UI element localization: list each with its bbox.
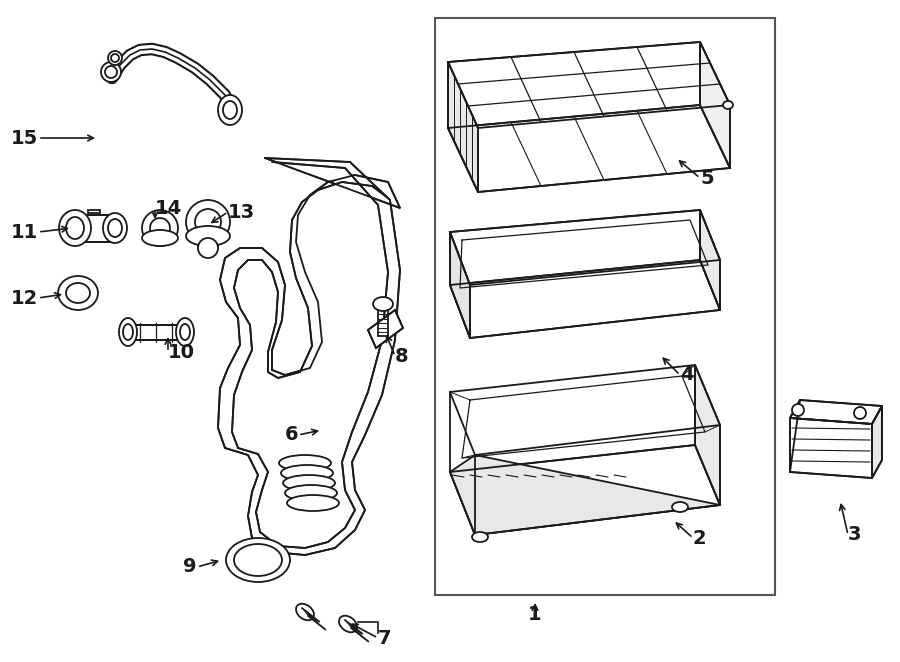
Text: 9: 9: [184, 557, 197, 577]
Ellipse shape: [226, 538, 290, 582]
Ellipse shape: [339, 616, 357, 632]
Ellipse shape: [108, 51, 122, 65]
Ellipse shape: [296, 604, 314, 620]
Ellipse shape: [66, 217, 84, 239]
Polygon shape: [790, 418, 872, 478]
Text: 13: 13: [228, 203, 255, 222]
Polygon shape: [448, 62, 478, 192]
Ellipse shape: [150, 218, 170, 238]
Text: 7: 7: [378, 628, 392, 647]
Polygon shape: [218, 158, 400, 555]
Text: 11: 11: [11, 222, 38, 242]
Polygon shape: [700, 42, 730, 168]
Polygon shape: [450, 445, 720, 535]
Ellipse shape: [283, 475, 335, 491]
Polygon shape: [128, 325, 185, 340]
Polygon shape: [872, 406, 882, 478]
Polygon shape: [450, 455, 720, 535]
Ellipse shape: [373, 297, 393, 311]
Ellipse shape: [854, 407, 866, 419]
Ellipse shape: [281, 465, 333, 481]
Polygon shape: [448, 42, 730, 128]
Ellipse shape: [103, 213, 127, 243]
Ellipse shape: [180, 324, 190, 340]
Ellipse shape: [285, 485, 337, 501]
Ellipse shape: [111, 54, 119, 62]
Text: 8: 8: [395, 346, 409, 365]
Ellipse shape: [234, 544, 282, 576]
Ellipse shape: [472, 532, 488, 542]
Ellipse shape: [142, 210, 178, 246]
Ellipse shape: [186, 226, 230, 246]
Text: 5: 5: [700, 169, 714, 187]
Text: 3: 3: [848, 526, 861, 545]
Polygon shape: [198, 236, 218, 248]
Polygon shape: [448, 105, 730, 192]
Ellipse shape: [58, 276, 98, 310]
Ellipse shape: [123, 324, 133, 340]
Text: 10: 10: [168, 342, 195, 361]
Text: 15: 15: [11, 128, 38, 148]
Ellipse shape: [279, 455, 331, 471]
Ellipse shape: [198, 238, 218, 258]
Polygon shape: [88, 210, 100, 213]
Polygon shape: [450, 210, 720, 285]
Bar: [435, 18, 775, 595]
Ellipse shape: [59, 210, 91, 246]
Ellipse shape: [108, 219, 122, 237]
Polygon shape: [450, 232, 470, 338]
Ellipse shape: [287, 495, 339, 511]
Ellipse shape: [186, 200, 230, 244]
Text: 14: 14: [155, 199, 182, 218]
Polygon shape: [450, 260, 720, 338]
Ellipse shape: [105, 66, 117, 78]
Ellipse shape: [142, 230, 178, 246]
Text: 12: 12: [11, 289, 38, 308]
Ellipse shape: [195, 209, 221, 235]
Polygon shape: [790, 400, 882, 424]
Ellipse shape: [218, 95, 242, 125]
Text: 4: 4: [680, 365, 694, 385]
Ellipse shape: [672, 502, 688, 512]
Polygon shape: [700, 210, 720, 310]
Text: 6: 6: [284, 426, 298, 444]
Polygon shape: [368, 310, 403, 348]
Text: 1: 1: [528, 606, 542, 624]
Ellipse shape: [792, 404, 804, 416]
Polygon shape: [75, 215, 115, 242]
Ellipse shape: [176, 318, 194, 346]
Text: 2: 2: [693, 528, 706, 547]
Ellipse shape: [223, 101, 237, 119]
Ellipse shape: [119, 318, 137, 346]
Polygon shape: [232, 162, 388, 548]
Ellipse shape: [101, 62, 121, 82]
Polygon shape: [695, 365, 720, 505]
Ellipse shape: [723, 101, 733, 109]
Ellipse shape: [66, 283, 90, 303]
